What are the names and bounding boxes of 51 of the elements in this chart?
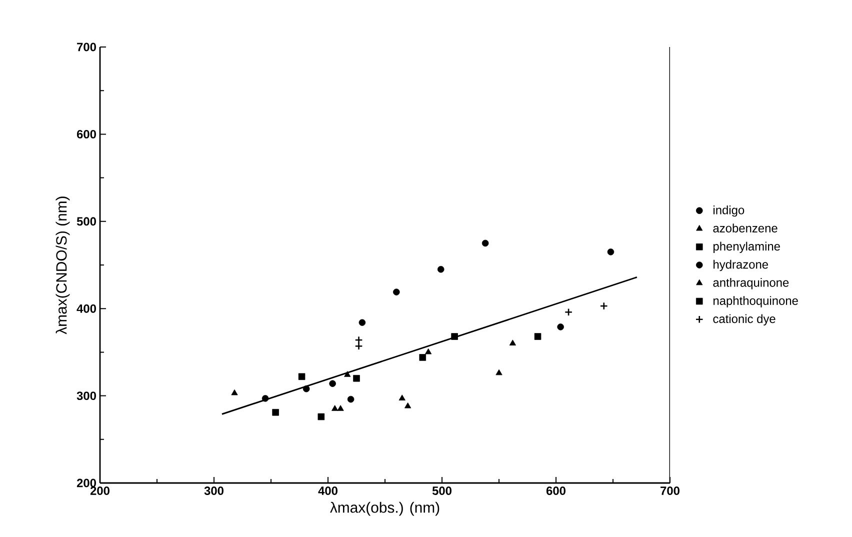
point: [354, 342, 363, 350]
point: [482, 240, 489, 247]
legend-label: hydrazone: [714, 260, 768, 272]
point: [419, 354, 426, 361]
point: [337, 405, 344, 411]
point: [302, 385, 310, 392]
point: [332, 405, 338, 411]
x-axis-title: λmax(obs.) (nm): [330, 502, 440, 516]
y-tick-label: 400: [76, 304, 96, 313]
x-tick-label: 700: [660, 486, 680, 495]
point: [600, 302, 608, 310]
x-tick-label: 400: [318, 486, 338, 495]
point: [298, 373, 306, 380]
y-axis-title: λmax(CNDO/S) (nm): [56, 196, 70, 334]
point: [272, 408, 279, 416]
y-tick-label: 300: [76, 392, 96, 400]
y-tick-label: 200: [76, 478, 96, 488]
point: [347, 396, 354, 403]
point: [329, 380, 336, 387]
point: [564, 308, 573, 316]
point: [607, 248, 614, 256]
point: [344, 371, 351, 377]
point: [437, 266, 444, 273]
legend-label: anthraquinone: [713, 278, 789, 290]
y-tick-label: 700: [77, 42, 96, 52]
point: [509, 340, 516, 346]
point: [354, 336, 363, 344]
point: [353, 374, 360, 382]
point: [318, 413, 325, 420]
legend-label: phenylamine: [713, 242, 780, 253]
legend-label: indigo: [714, 206, 744, 217]
point: [557, 324, 564, 330]
legend-label: azobenzene: [713, 224, 778, 232]
y-tick-label: 500: [76, 217, 96, 226]
point: [393, 288, 400, 296]
x-tick-label: 300: [204, 486, 224, 496]
point: [231, 389, 238, 396]
point: [404, 402, 412, 408]
x-tick-label: 200: [90, 486, 110, 495]
point: [534, 333, 542, 340]
point: [262, 395, 269, 402]
point: [398, 394, 406, 400]
x-tick-label: 500: [432, 486, 452, 495]
legend-label: naphthoquinone: [714, 296, 798, 308]
legend-label: cationic dye: [713, 314, 776, 326]
point: [496, 369, 502, 376]
point: [358, 319, 366, 326]
y-tick-label: 600: [76, 130, 96, 138]
point: [425, 348, 432, 354]
point: [451, 333, 458, 340]
x-tick-label: 600: [546, 486, 566, 495]
